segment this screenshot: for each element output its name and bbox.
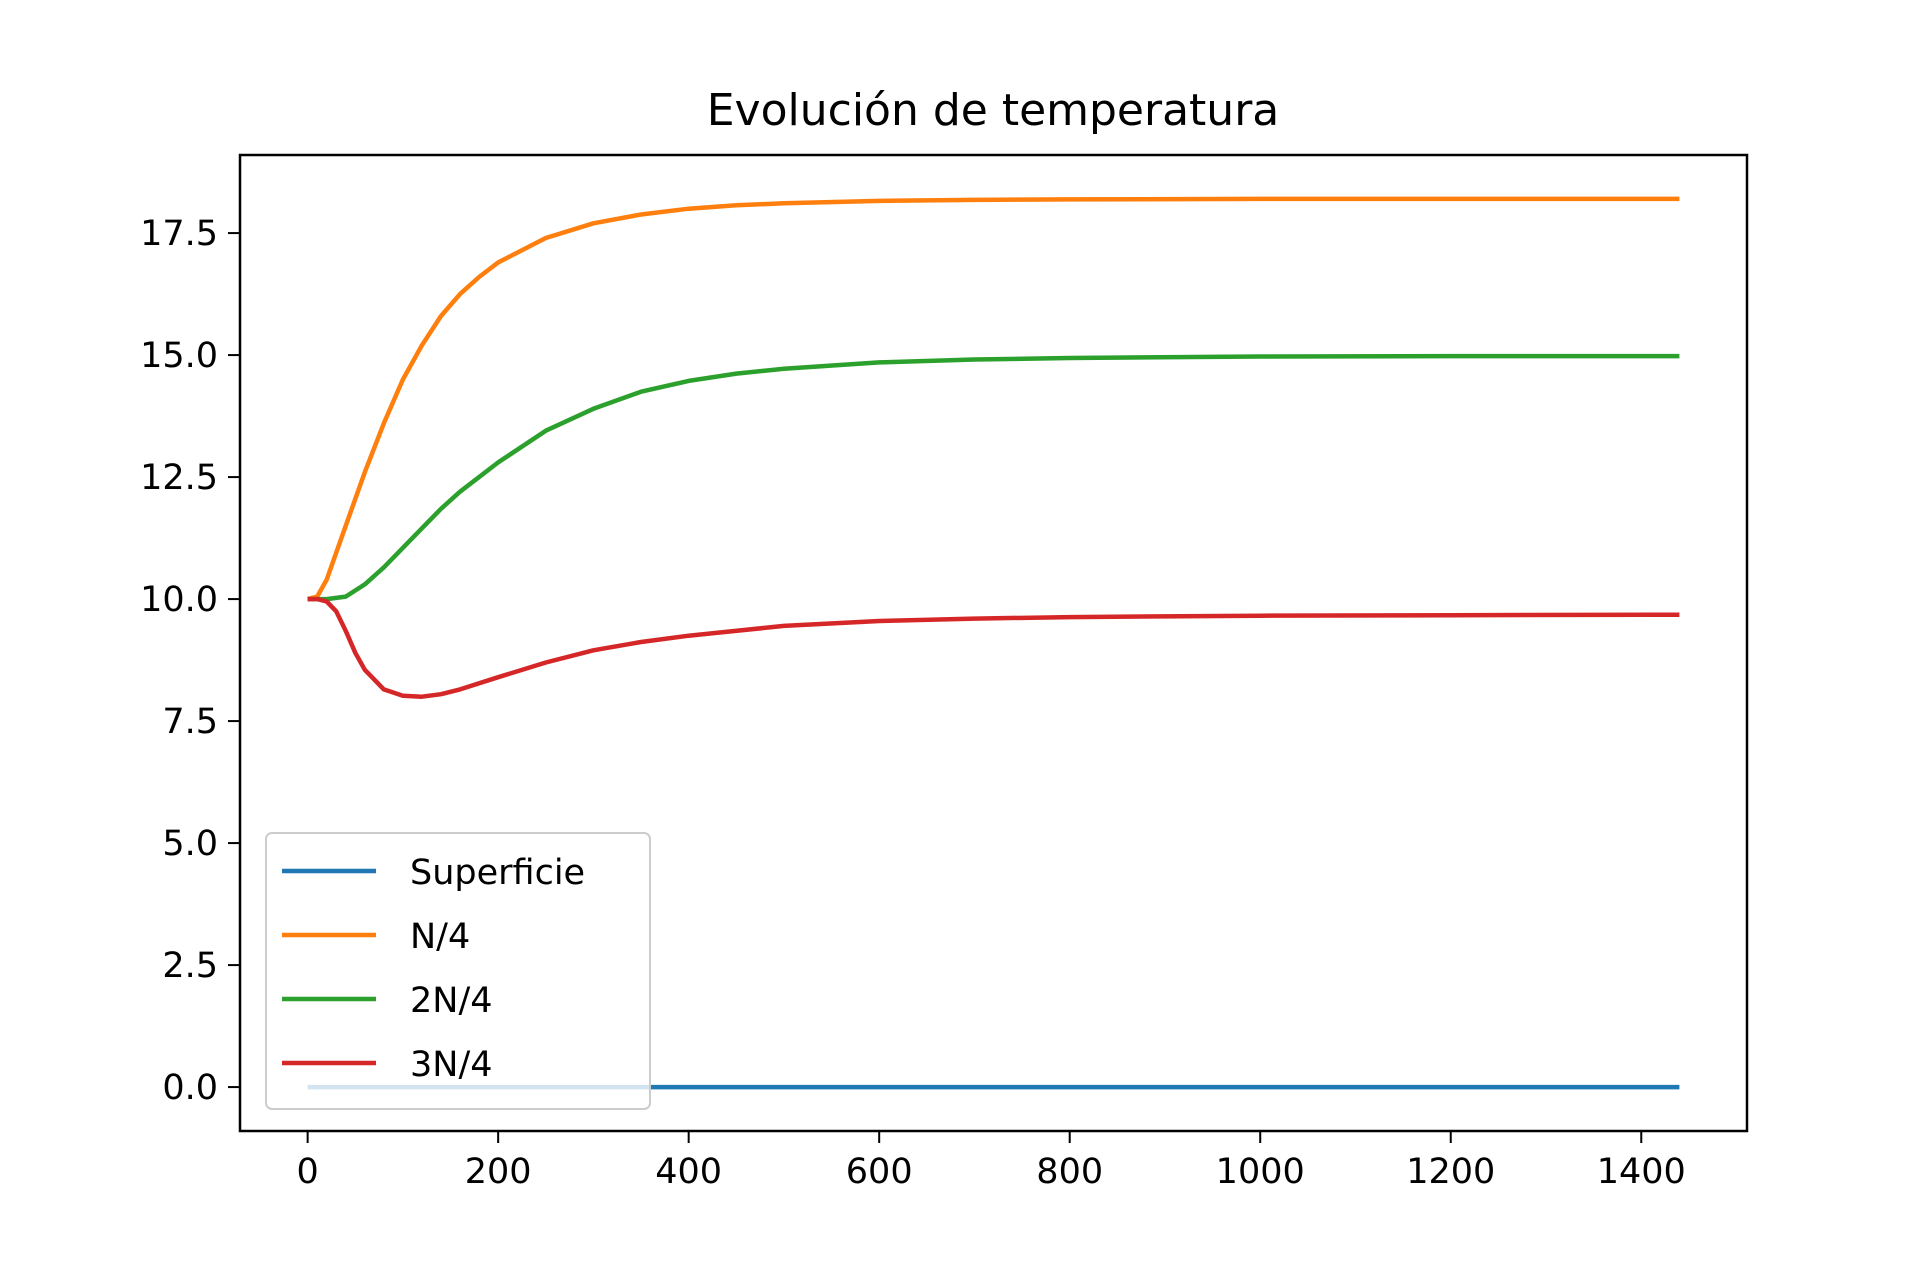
y-tick-label: 17.5: [140, 214, 218, 254]
plot-frame: [238, 153, 1749, 1133]
y-tick-label: 7.5: [162, 702, 218, 742]
chart-title: Evolución de temperatura: [707, 85, 1280, 136]
x-tick-label: 1200: [1406, 1152, 1495, 1192]
legend-box: [265, 832, 651, 1110]
x-axis: 0 200 400 600 800 1000 1200 1400: [296, 1131, 1686, 1192]
series-line-2n-4: [307, 353, 1680, 602]
y-tick-label: 5.0: [162, 824, 218, 864]
series-line-n-4: [307, 196, 1680, 602]
legend-label-superficie: Superficie: [410, 853, 585, 893]
x-tick-label: 600: [846, 1152, 913, 1192]
y-tick-label: 2.5: [162, 946, 218, 986]
x-tick-label: 1000: [1216, 1152, 1305, 1192]
x-tick-label: 200: [465, 1152, 532, 1192]
y-tick-label: 15.0: [140, 336, 218, 376]
legend: Superficie N/4 2N/4 3N/4: [265, 832, 651, 1110]
x-tick-label: 0: [296, 1152, 318, 1192]
x-tick-label: 800: [1036, 1152, 1103, 1192]
legend-label-n-4: N/4: [410, 917, 470, 957]
y-tick-label: 0.0: [162, 1068, 218, 1108]
y-axis: 0.0 2.5 5.0 7.5 10.0 12.5 15.0 17.5: [140, 214, 240, 1108]
series-line-3n-4: [307, 596, 1680, 699]
y-tick-label: 10.0: [140, 580, 218, 620]
legend-label-3n-4: 3N/4: [410, 1045, 493, 1085]
legend-label-2n-4: 2N/4: [410, 981, 493, 1021]
x-tick-label: 400: [655, 1152, 722, 1192]
y-tick-label: 12.5: [140, 458, 218, 498]
x-tick-label: 1400: [1597, 1152, 1686, 1192]
